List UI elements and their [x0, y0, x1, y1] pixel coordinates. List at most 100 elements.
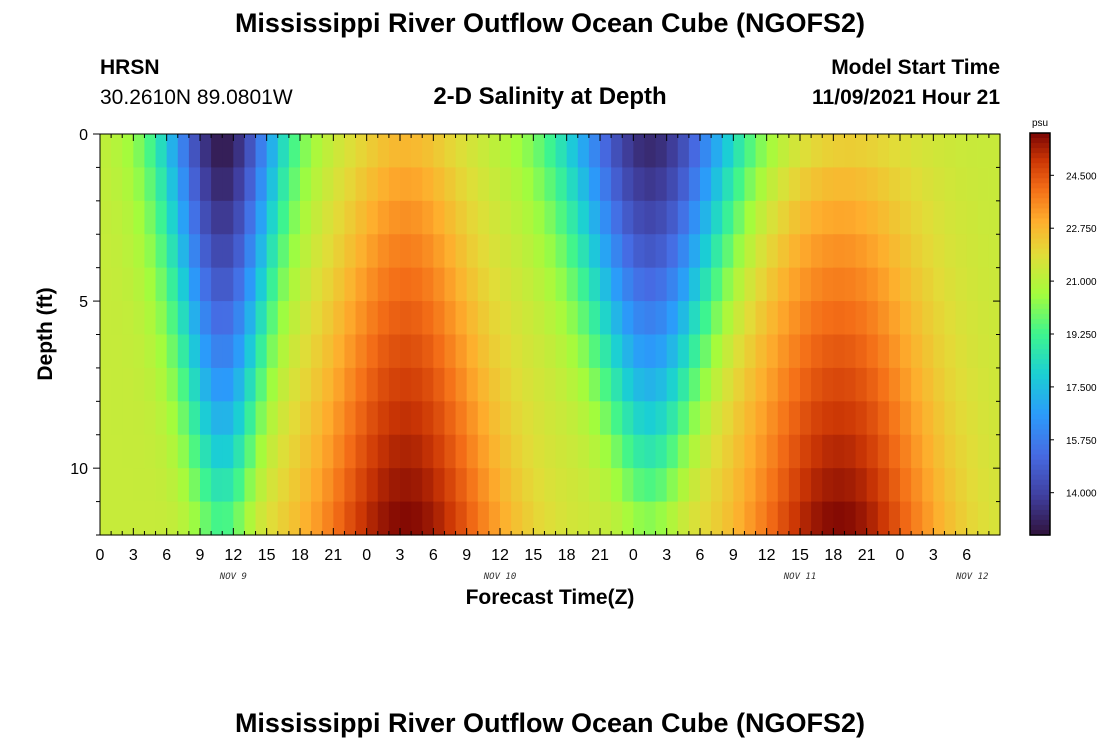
heatmap-cell — [844, 334, 857, 369]
heatmap-cell — [988, 167, 1001, 202]
heatmap-cell — [788, 501, 801, 536]
heatmap-cell — [955, 434, 968, 469]
heatmap-cell — [955, 234, 968, 269]
heatmap-cell — [688, 200, 701, 235]
heatmap-cell — [366, 334, 379, 369]
heatmap-cell — [666, 234, 679, 269]
heatmap-cell — [900, 401, 912, 436]
heatmap-cell — [100, 200, 112, 235]
heatmap-cell — [255, 134, 268, 169]
heatmap-cell — [422, 234, 434, 269]
heatmap-cell — [177, 301, 190, 336]
heatmap-cell — [633, 367, 646, 402]
heatmap-cell — [711, 434, 723, 469]
heatmap-cell — [188, 200, 201, 235]
heatmap-cell — [655, 334, 668, 369]
heatmap-cell — [722, 468, 734, 503]
heatmap-cell — [100, 468, 112, 503]
heatmap-cell — [744, 367, 757, 402]
x-tick-label: 6 — [696, 547, 705, 564]
colorbar-segment — [1030, 364, 1050, 370]
heatmap-cell — [944, 468, 957, 503]
heatmap-cell — [522, 434, 534, 469]
heatmap-cell — [977, 434, 990, 469]
heatmap-cell — [455, 468, 468, 503]
heatmap-cell — [622, 334, 634, 369]
heatmap-cell — [922, 367, 934, 402]
heatmap-cell — [977, 134, 990, 169]
heatmap-cell — [533, 434, 546, 469]
x-tick-label: 6 — [429, 547, 438, 564]
heatmap-cell — [433, 401, 446, 436]
heatmap-cell — [644, 234, 657, 269]
heatmap-cell — [944, 367, 957, 402]
heatmap-cell — [377, 367, 390, 402]
heatmap-cell — [666, 401, 679, 436]
heatmap-cell — [877, 367, 890, 402]
heatmap-cell — [400, 468, 412, 503]
heatmap-cell — [655, 167, 668, 202]
heatmap-cell — [633, 468, 646, 503]
heatmap-cell — [644, 134, 657, 169]
heatmap-cell — [288, 367, 301, 402]
heatmap-cell — [744, 501, 757, 536]
heatmap-cell — [733, 134, 746, 169]
heatmap-cell — [422, 501, 434, 536]
heatmap-cell — [644, 468, 657, 503]
heatmap-cell — [200, 134, 212, 169]
heatmap-cell — [188, 334, 201, 369]
heatmap-cell — [722, 401, 734, 436]
heatmap-cell — [833, 301, 846, 336]
heatmap-cell — [777, 434, 790, 469]
heatmap-cell — [477, 167, 490, 202]
x-tick-label: 6 — [162, 547, 171, 564]
x-tick-label: 3 — [929, 547, 938, 564]
heatmap-cell — [277, 501, 290, 536]
heatmap-cell — [311, 200, 323, 235]
heatmap-cell — [511, 234, 523, 269]
heatmap-cell — [244, 367, 257, 402]
heatmap-cell — [844, 200, 857, 235]
heatmap-cell — [466, 334, 479, 369]
heatmap-cell — [977, 367, 990, 402]
colorbar-segment — [1030, 293, 1050, 300]
heatmap-cell — [288, 134, 301, 169]
heatmap-cell — [100, 234, 112, 269]
heatmap-cell — [444, 468, 457, 503]
heatmap-cell — [788, 401, 801, 436]
heatmap-cell — [966, 167, 979, 202]
heatmap-cell — [688, 267, 701, 302]
heatmap-cell — [755, 501, 768, 536]
heatmap-cell — [744, 267, 757, 302]
heatmap-cell — [377, 267, 390, 302]
heatmap-cell — [233, 301, 246, 336]
heatmap-cell — [755, 401, 768, 436]
colorbar-segment — [1030, 509, 1050, 516]
heatmap-cell — [888, 134, 901, 169]
heatmap-cell — [144, 334, 157, 369]
colorbar-segment — [1030, 243, 1050, 250]
heatmap-cell — [955, 267, 968, 302]
heatmap-cell — [966, 334, 979, 369]
x-tick-label: 15 — [524, 547, 542, 564]
heatmap-cell — [300, 468, 312, 503]
colorbar-segment — [1030, 238, 1050, 245]
heatmap-cell — [122, 134, 134, 169]
heatmap-cell — [588, 134, 601, 169]
heatmap-cell — [422, 267, 434, 302]
heatmap-cell — [944, 334, 957, 369]
heatmap-cell — [333, 501, 346, 536]
colorbar-segment — [1030, 374, 1050, 380]
heatmap-cell — [977, 468, 990, 503]
heatmap-cell — [822, 434, 834, 469]
heatmap-cell — [411, 200, 423, 235]
heatmap-cell — [988, 501, 1001, 536]
heatmap-cell — [177, 234, 190, 269]
heatmap-cell — [177, 134, 190, 169]
heatmap-cell — [933, 301, 946, 336]
heatmap-cell — [111, 367, 123, 402]
heatmap-cell — [866, 367, 879, 402]
heatmap-cell — [811, 234, 823, 269]
heatmap-cell — [844, 434, 857, 469]
heatmap-cell — [377, 167, 390, 202]
